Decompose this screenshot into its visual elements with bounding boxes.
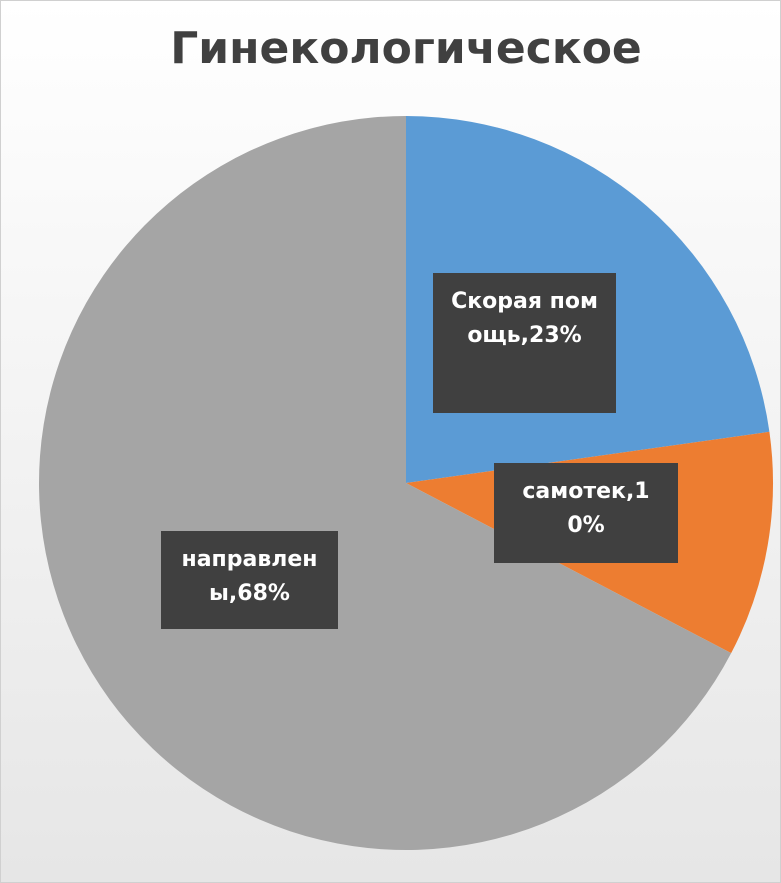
data-label: направлены,68% <box>161 531 338 629</box>
pie-slice <box>38 116 732 851</box>
data-label: Скорая помощь,23% <box>433 273 616 413</box>
chart-title: Гинекологическое <box>170 23 642 74</box>
data-label: самотек,10% <box>494 463 678 563</box>
